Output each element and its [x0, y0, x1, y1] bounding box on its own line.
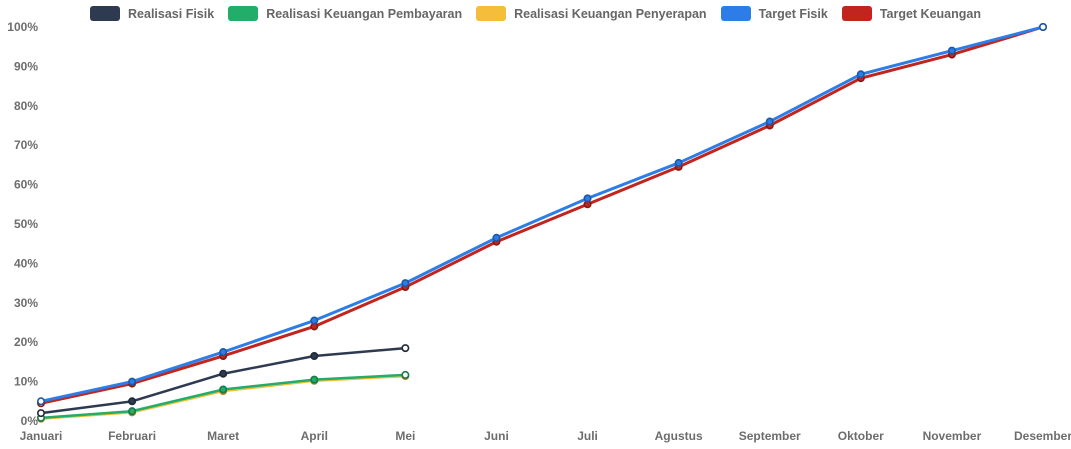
x-axis-month-label: Desember [1014, 429, 1071, 443]
legend-swatch [90, 6, 121, 21]
y-axis-tick-label: 60% [14, 178, 38, 192]
x-axis-month-label: Januari [20, 429, 63, 443]
legend-label: Realisasi Fisik [128, 6, 215, 21]
data-point-marker [401, 344, 410, 353]
legend-item-realisasi-keuangan-penyerapan[interactable]: Realisasi Keuangan Penyerapan [476, 6, 707, 21]
data-point-marker [583, 194, 592, 203]
series-line [39, 374, 407, 420]
data-point-marker [219, 348, 228, 357]
legend-swatch [476, 6, 507, 21]
y-axis-tick-label: 20% [14, 335, 38, 349]
data-point-marker [492, 233, 501, 242]
y-axis-tick-label: 80% [14, 99, 38, 113]
y-axis-tick-label: 90% [14, 59, 38, 73]
data-point-marker [401, 370, 410, 379]
x-axis-month-label: April [301, 429, 328, 443]
x-axis-month-label: Agustus [655, 429, 703, 443]
y-axis-tick-label: 50% [14, 217, 38, 231]
y-axis-tick-label: 30% [14, 296, 38, 310]
legend-swatch [841, 6, 872, 21]
series-line [39, 25, 1045, 403]
y-axis-tick-label: 40% [14, 256, 38, 270]
data-point-marker [36, 397, 45, 406]
y-axis-tick-label: 10% [14, 375, 38, 389]
y-axis-tick-label: 70% [14, 138, 38, 152]
data-point-marker [1039, 22, 1048, 31]
legend-label: Realisasi Keuangan Penyerapan [514, 6, 707, 21]
data-point-marker [674, 158, 683, 167]
legend-label: Target Keuangan [879, 6, 981, 21]
data-point-marker [856, 70, 865, 79]
x-axis-month-label: September [739, 429, 801, 443]
data-point-marker [128, 407, 137, 416]
data-point-marker [219, 385, 228, 394]
legend-label: Target Fisik [758, 6, 828, 21]
series-line [39, 373, 407, 420]
y-axis-tick-label: 0% [21, 414, 39, 428]
legend-swatch [228, 6, 259, 21]
x-axis-month-label: Juni [484, 429, 509, 443]
data-point-marker [219, 369, 228, 378]
data-point-marker [310, 375, 319, 384]
x-axis-month-label: Mei [395, 429, 415, 443]
legend-item-target-keuangan[interactable]: Target Keuangan [841, 6, 981, 21]
data-point-marker [765, 117, 774, 126]
data-point-marker [128, 377, 137, 386]
x-axis-month-label: Juli [577, 429, 598, 443]
legend-item-realisasi-keuangan-pembayaran[interactable]: Realisasi Keuangan Pembayaran [228, 6, 462, 21]
legend-item-realisasi-fisik[interactable]: Realisasi Fisik [90, 6, 214, 21]
legend-swatch [720, 6, 751, 21]
legend-label: Realisasi Keuangan Pembayaran [266, 6, 463, 21]
series-line [39, 25, 1045, 405]
x-axis-month-label: Maret [207, 429, 239, 443]
x-axis-month-label: November [923, 429, 982, 443]
data-point-marker [401, 279, 410, 288]
data-point-marker [36, 409, 45, 418]
x-axis-month-label: Februari [108, 429, 156, 443]
data-point-marker [310, 316, 319, 325]
data-point-marker [128, 397, 137, 406]
y-axis-tick-label: 100% [7, 20, 38, 34]
data-point-marker [947, 46, 956, 55]
x-axis-month-label: Oktober [838, 429, 884, 443]
legend-item-target-fisik[interactable]: Target Fisik [720, 6, 828, 21]
chart-legend: Realisasi Fisik Realisasi Keuangan Pembay… [0, 6, 1071, 21]
data-point-marker [310, 351, 319, 360]
